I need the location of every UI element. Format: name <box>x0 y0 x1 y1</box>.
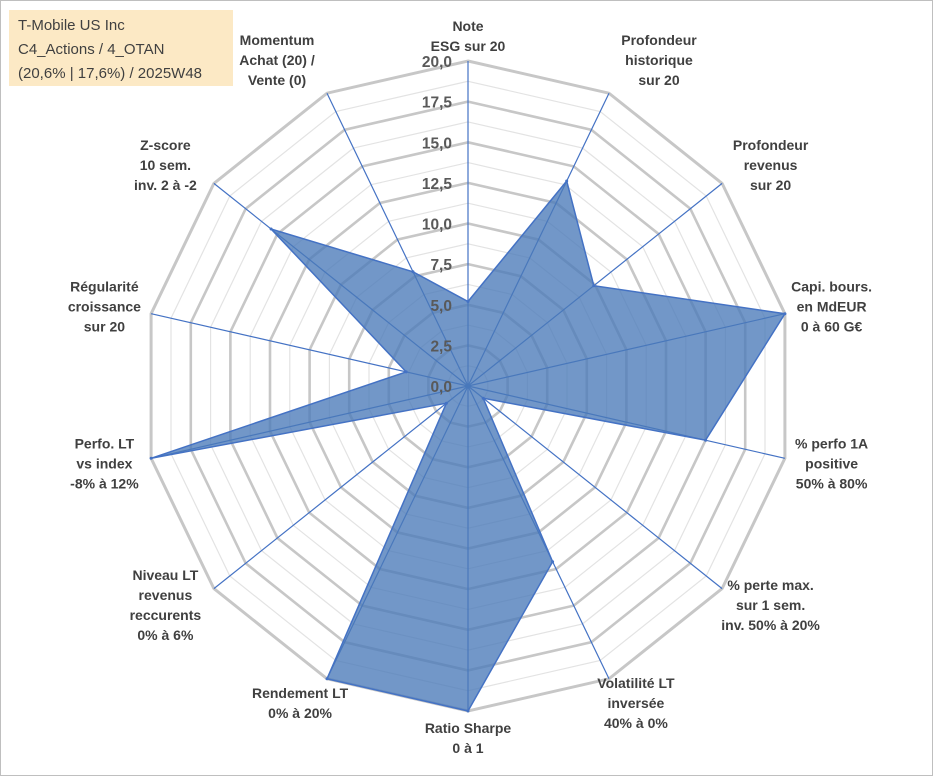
axis-label: Capi. bours. en MdEUR 0 à 60 G€ <box>791 279 872 335</box>
axis-label-line: Capi. bours. <box>791 279 872 295</box>
axis-label: Z-score 10 sem. inv. 2 à -2 <box>134 137 197 193</box>
axis-label-line: Perfo. LT <box>75 436 135 452</box>
data-point <box>704 438 708 442</box>
axis-label-line: 50% à 80% <box>796 476 868 492</box>
axis-label-line: 0% à 20% <box>268 705 332 721</box>
data-point <box>481 396 485 400</box>
axis-label-line: inv. 50% à 20% <box>721 617 820 633</box>
title-line-stats: (20,6% | 17,6%) / 2025W48 <box>18 65 202 82</box>
axis-label-line: sur 1 sem. <box>736 597 805 613</box>
tick-label: 7,5 <box>430 257 452 274</box>
axis-label: Ratio Sharpe 0 à 1 <box>425 720 512 756</box>
data-point <box>444 401 448 405</box>
axis-label: Volatilité LT inversée 40% à 0% <box>597 675 675 731</box>
axis-label-line: % perte max. <box>727 577 813 593</box>
axis-label-line: Volatilité LT <box>597 675 675 691</box>
axis-label-line: Momentum <box>240 32 315 48</box>
axis-label: Note ESG sur 20 <box>431 18 506 54</box>
data-point <box>149 456 153 460</box>
data-point <box>565 179 569 183</box>
axis-label-line: Rendement LT <box>252 685 349 701</box>
axis-label: Profondeur historique sur 20 <box>621 32 697 88</box>
data-point <box>551 560 555 564</box>
axis-label-line: sur 20 <box>638 72 679 88</box>
data-point <box>466 709 470 713</box>
axis-label-line: % perfo 1A <box>795 436 868 452</box>
axis-spoke <box>213 385 469 590</box>
axis-label: Profondeur revenus sur 20 <box>733 137 809 193</box>
axis-label-line: Note <box>452 18 483 34</box>
axis-label-line: inversée <box>607 695 664 711</box>
axis-label-line: 0 à 1 <box>452 740 483 756</box>
tick-label: 10,0 <box>422 217 452 234</box>
data-point <box>783 312 787 316</box>
axis-label-line: Régularité <box>70 279 139 295</box>
axis-label-line: vs index <box>76 456 132 472</box>
axis-label: % perte max. sur 1 sem. inv. 50% à 20% <box>721 577 820 633</box>
axis-label: % perfo 1A positive 50% à 80% <box>795 436 868 492</box>
axis-label-line: historique <box>625 52 693 68</box>
axis-label-line: en MdEUR <box>797 299 867 315</box>
data-point <box>411 270 415 274</box>
axis-label-line: 0% à 6% <box>137 627 194 643</box>
axis-label: Niveau LT revenus reccurents 0% à 6% <box>130 567 202 643</box>
axis-spoke <box>467 385 723 590</box>
tick-label: 17,5 <box>422 95 453 112</box>
axis-label-line: Profondeur <box>621 32 697 48</box>
axis-label: Perfo. LT vs index -8% à 12% <box>70 436 139 492</box>
title-line-portfolio: C4_Actions / 4_OTAN <box>18 41 165 58</box>
tick-label: 15,0 <box>422 135 452 152</box>
axis-label-line: revenus <box>744 157 798 173</box>
axis-label-line: 0 à 60 G€ <box>801 319 863 335</box>
tick-label: 0,0 <box>430 379 452 396</box>
axis-label-line: 10 sem. <box>140 157 191 173</box>
axis-label-line: croissance <box>68 299 141 315</box>
axis-label-line: -8% à 12% <box>70 476 139 492</box>
axis-label: Régularité croissance sur 20 <box>68 279 141 335</box>
axis-label-line: Achat (20) / <box>239 52 315 68</box>
tick-label: 12,5 <box>422 176 453 193</box>
axis-label-line: Profondeur <box>733 137 809 153</box>
axis-label: Rendement LT 0% à 20% <box>252 685 349 721</box>
axis-label: Momentum Achat (20) / Vente (0) <box>239 32 315 88</box>
axis-label-line: Z-score <box>140 137 191 153</box>
axis-label-line: ESG sur 20 <box>431 38 506 54</box>
chart-title-box: T-Mobile US Inc C4_Actions / 4_OTAN (20,… <box>9 10 233 86</box>
title-line-company: T-Mobile US Inc <box>18 17 125 34</box>
axis-label-line: Vente (0) <box>248 72 306 88</box>
axis-label-line: sur 20 <box>84 319 125 335</box>
data-point <box>325 677 329 681</box>
data-point <box>466 300 470 303</box>
axis-label-line: reccurents <box>130 607 202 623</box>
tick-label: 2,5 <box>430 338 452 355</box>
data-point <box>404 370 408 374</box>
axis-label-line: inv. 2 à -2 <box>134 177 197 193</box>
tick-label: 20,0 <box>422 54 452 71</box>
axis-label-line: Ratio Sharpe <box>425 720 512 736</box>
tick-label: 5,0 <box>430 298 452 315</box>
axis-label-line: positive <box>805 456 858 472</box>
axis-label-line: Niveau LT <box>132 567 198 583</box>
axis-label-line: sur 20 <box>750 177 791 193</box>
axis-label-line: 40% à 0% <box>604 715 668 731</box>
data-point <box>592 284 596 288</box>
axis-label-line: revenus <box>139 587 193 603</box>
data-point <box>269 227 273 231</box>
